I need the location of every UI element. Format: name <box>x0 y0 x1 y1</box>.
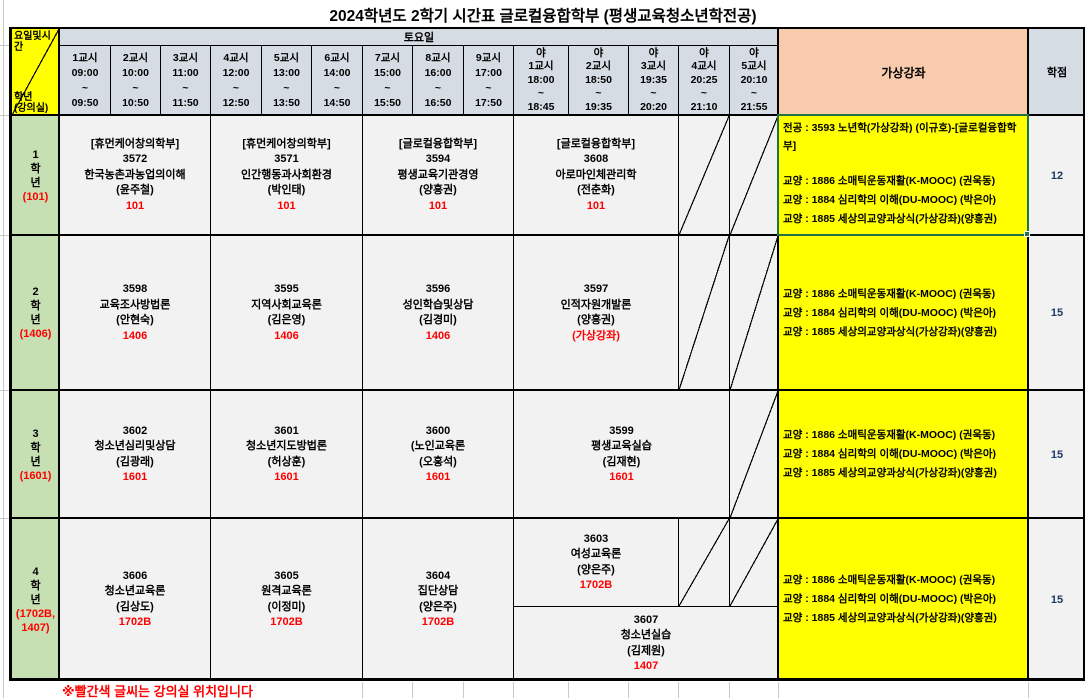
page-title: 2024학년도 2학기 시간표 글로컬융합학부 (평생교육청소년학전공) <box>329 8 757 25</box>
gridline <box>729 682 730 698</box>
course-cell-3605[interactable]: 3605 원격교육론 (이정미) 1702B <box>210 518 362 680</box>
virtual-lectures-grade-2[interactable]: 교양 : 1886 소매틱운동재활(K-MOOC) (권욱동) 교양 : 188… <box>778 235 1028 390</box>
border-header-bottom <box>9 114 1085 116</box>
period-header-9[interactable]: 9교시 17:00 ~17:50 <box>463 45 513 115</box>
course-cell-3598[interactable]: 3598 교육조사방법론 (안현숙) 1406 <box>59 235 210 390</box>
border-table-top <box>9 27 1085 29</box>
corner-bottom-label: 학년 (강의실) <box>14 92 49 114</box>
credits-header[interactable]: 학점 <box>1028 28 1085 115</box>
virtual-lecture-header[interactable]: 가상강좌 <box>778 28 1028 115</box>
footnote: ※빨간색 글씨는 강의실 위치입니다 <box>62 684 253 698</box>
course-cell-3600[interactable]: 3600 (노인교육론 (오홍석) 1601 <box>362 390 513 518</box>
grade-4-header[interactable]: 4 학 년 (1702B, 1407) <box>11 518 59 680</box>
gridline <box>463 682 464 698</box>
period-header-8[interactable]: 8교시 16:00 ~16:50 <box>412 45 463 115</box>
virtual-lectures-grade-1[interactable]: 전공 : 3593 노년학(가상강좌) (이규호)-[글로컬융합학부] 교양 :… <box>778 115 1028 235</box>
credits-grade-2[interactable]: 15 <box>1028 235 1085 390</box>
virtual-lectures-grade-3[interactable]: 교양 : 1886 소매틱운동재활(K-MOOC) (권욱동) 교양 : 188… <box>778 390 1028 518</box>
empty-slash-cell[interactable] <box>729 115 778 235</box>
gridline <box>513 682 514 698</box>
gridline <box>0 390 9 391</box>
gridline <box>1028 682 1029 698</box>
gridline <box>3 0 4 698</box>
border-gradecol-right <box>58 27 60 681</box>
course-cell-3602[interactable]: 3602 청소년심리및상담 (김광래) 1601 <box>59 390 210 518</box>
gridline <box>412 682 413 698</box>
gridline <box>628 682 629 698</box>
course-cell-3572[interactable]: [휴먼케어창의학부] 3572 한국농촌과농업의이해 (윤주철) 101 <box>59 115 210 235</box>
night-period-header-2[interactable]: 야 2교시 18:50 ~19:35 <box>568 45 628 115</box>
period-header-2[interactable]: 2교시 10:00 ~10:50 <box>110 45 160 115</box>
saturday-header-cell[interactable]: 토요일 <box>59 28 778 45</box>
course-cell-3604[interactable]: 3604 집단상담 (양은주) 1702B <box>362 518 513 680</box>
course-cell-3597[interactable]: 3597 인적자원개발론 (양흥권) (가상강좌) <box>513 235 678 390</box>
night-period-header-5[interactable]: 야 5교시 20:10 ~21:55 <box>729 45 778 115</box>
border-table-right <box>1083 27 1085 681</box>
grade-3-header[interactable]: 3 학 년 (1601) <box>11 390 59 518</box>
course-cell-3595[interactable]: 3595 지역사회교육론 (김은영) 1406 <box>210 235 362 390</box>
course-cell-3571[interactable]: [휴먼케어창의학부] 3571 인간행동과사회환경 (박인태) 101 <box>210 115 362 235</box>
course-cell-3599[interactable]: 3599 평생교육실습 (김재현) 1601 <box>513 390 729 518</box>
course-cell-3601[interactable]: 3601 청소년지도방법론 (허상훈) 1601 <box>210 390 362 518</box>
border-virtualcol-left <box>777 27 779 681</box>
empty-slash-cell[interactable] <box>729 518 778 606</box>
virtual-lectures-grade-4[interactable]: 교양 : 1886 소매틱운동재활(K-MOOC) (권욱동) 교양 : 188… <box>778 518 1028 680</box>
course-cell-3596[interactable]: 3596 성인학습및상담 (김경미) 1406 <box>362 235 513 390</box>
period-header-6[interactable]: 6교시 14:00 ~14:50 <box>311 45 362 115</box>
border-table-bottom <box>9 678 1085 681</box>
night-period-header-4[interactable]: 야 4교시 20:25 ~21:10 <box>678 45 729 115</box>
gridline <box>568 682 569 698</box>
border-creditscol-left <box>1027 27 1029 681</box>
course-cell-3607[interactable]: 3607 청소년실습 (김제원) 1407 <box>513 606 778 680</box>
course-cell-3606[interactable]: 3606 청소년교육론 (김상도) 1702B <box>59 518 210 680</box>
course-cell-3608[interactable]: [글로컬융합학부] 3608 아로마인체관리학 (전춘화) 101 <box>513 115 678 235</box>
credits-grade-1[interactable]: 12 <box>1028 115 1085 235</box>
gridline <box>362 682 363 698</box>
gridline <box>0 518 9 519</box>
saturday-label: 토요일 <box>403 32 435 44</box>
empty-slash-cell[interactable] <box>678 235 729 390</box>
empty-slash-cell[interactable] <box>678 115 729 235</box>
gridline <box>778 682 779 698</box>
empty-slash-cell[interactable] <box>678 518 729 606</box>
credits-grade-3[interactable]: 15 <box>1028 390 1085 518</box>
grade-2-header[interactable]: 2 학 년 (1406) <box>11 235 59 390</box>
empty-slash-cell[interactable] <box>729 390 778 518</box>
gridline <box>0 115 9 116</box>
gridline <box>0 45 9 46</box>
corner-cell[interactable]: 요일및시간 학년 (강의실) <box>11 28 59 115</box>
selection-fill-handle[interactable] <box>1024 231 1030 237</box>
border-row1-bottom <box>9 234 1085 236</box>
gridline <box>678 682 679 698</box>
period-header-1[interactable]: 1교시 09:00 ~09:50 <box>59 45 110 115</box>
period-header-5[interactable]: 5교시 13:00 ~13:50 <box>261 45 311 115</box>
period-header-4[interactable]: 4교시 12:00 ~12:50 <box>210 45 261 115</box>
course-cell-3603[interactable]: 3603 여성교육론 (양은주) 1702B <box>513 518 678 606</box>
night-period-header-3[interactable]: 야 3교시 19:35 ~20:20 <box>628 45 678 115</box>
corner-top-label: 요일및시간 <box>14 31 51 53</box>
border-row2-bottom <box>9 389 1085 391</box>
period-header-7[interactable]: 7교시 15:00 ~15:50 <box>362 45 412 115</box>
gridline <box>0 235 9 236</box>
border-row3-bottom <box>9 517 1085 519</box>
credits-grade-4[interactable]: 15 <box>1028 518 1085 680</box>
empty-slash-cell[interactable] <box>729 235 778 390</box>
period-header-3[interactable]: 3교시 11:00 ~11:50 <box>160 45 210 115</box>
course-cell-3594[interactable]: [글로컬융합학부] 3594 평생교육기관경영 (양흥권) 101 <box>362 115 513 235</box>
grade-1-header[interactable]: 1 학 년 (101) <box>11 115 59 235</box>
border-table-left <box>9 27 11 681</box>
night-period-header-1[interactable]: 야 1교시 18:00 ~18:45 <box>513 45 568 115</box>
